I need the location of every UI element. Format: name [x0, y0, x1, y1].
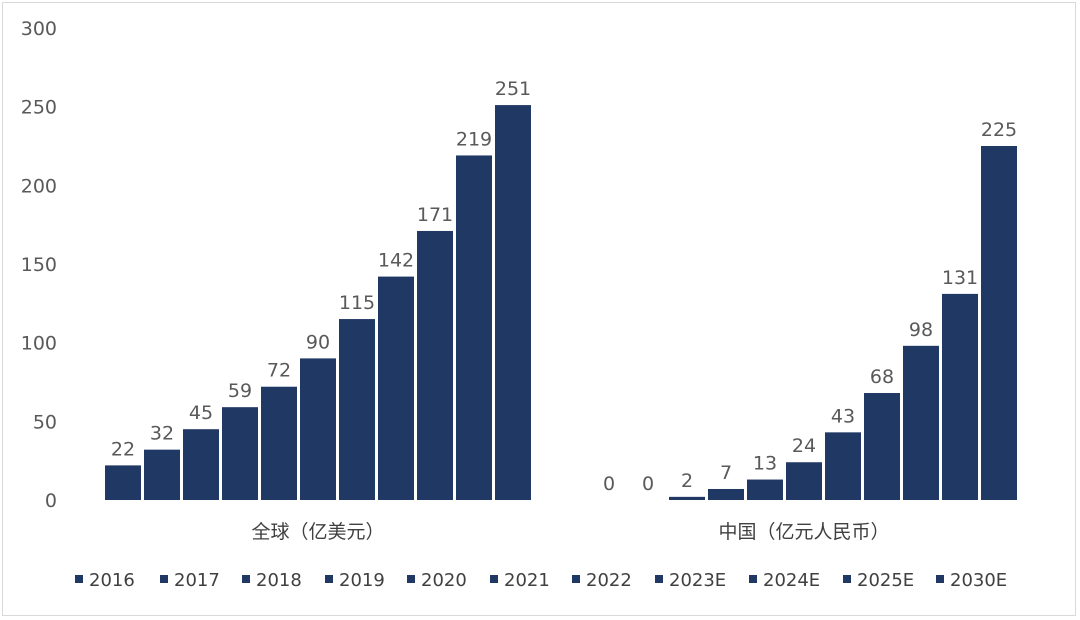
legend-label: 2017 [174, 570, 220, 591]
bar [747, 479, 783, 500]
data-label: 7 [720, 462, 732, 484]
data-label: 115 [339, 292, 375, 314]
legend-label: 2020 [421, 570, 467, 591]
y-tick-label: 300 [21, 18, 57, 40]
y-tick-label: 0 [45, 490, 57, 512]
bar [825, 432, 861, 500]
bar [300, 358, 336, 500]
category-label: 中国（亿元人民币） [718, 521, 889, 543]
bar [378, 276, 414, 500]
bar [864, 393, 900, 500]
data-label: 24 [792, 435, 816, 457]
legend-swatch [407, 575, 415, 583]
bar [903, 345, 939, 500]
y-tick-label: 100 [21, 333, 57, 355]
legend-swatch [242, 575, 250, 583]
data-label: 219 [456, 128, 492, 150]
bar [786, 462, 822, 500]
category-label: 全球（亿美元） [251, 521, 384, 543]
data-label: 68 [870, 366, 894, 388]
legend-label: 2030E [950, 570, 1007, 591]
bar [942, 293, 978, 500]
y-tick-label: 150 [21, 254, 57, 276]
bar [981, 146, 1017, 500]
data-label: 32 [150, 423, 174, 445]
bar [339, 319, 375, 500]
bar [417, 230, 453, 500]
legend-swatch [749, 575, 757, 583]
bar [144, 449, 180, 500]
bars [105, 105, 1017, 501]
bar [456, 155, 492, 500]
data-label: 142 [378, 250, 414, 272]
data-label: 13 [753, 453, 777, 475]
bar [105, 465, 141, 500]
y-tick-label: 250 [21, 97, 57, 119]
category-labels: 全球（亿美元） 中国（亿元人民币） [251, 521, 889, 543]
legend: 2016 2017 2018 2019 2020 2021 2022 2023E 2024E 20… [75, 570, 1007, 591]
legend-swatch [325, 575, 333, 583]
data-label: 90 [306, 331, 330, 353]
bar [261, 386, 297, 500]
legend-label: 2024E [763, 570, 820, 591]
data-label: 72 [267, 360, 291, 382]
data-label: 0 [603, 473, 615, 495]
data-label: 45 [189, 402, 213, 424]
data-label: 225 [981, 119, 1017, 141]
legend-swatch [936, 575, 944, 583]
legend-swatch [75, 575, 83, 583]
legend-swatch [655, 575, 663, 583]
y-tick-label: 50 [33, 411, 57, 433]
bar [222, 407, 258, 500]
legend-label: 2018 [256, 570, 302, 591]
data-label: 171 [417, 204, 453, 226]
data-label: 131 [942, 267, 978, 289]
legend-swatch [160, 575, 168, 583]
legend-swatch [843, 575, 851, 583]
y-tick-label: 200 [21, 175, 57, 197]
bar [495, 105, 531, 501]
legend-swatch [490, 575, 498, 583]
bar [183, 429, 219, 500]
data-label: 22 [111, 438, 135, 460]
bar [669, 496, 705, 500]
bar [708, 488, 744, 500]
legend-swatch [572, 575, 580, 583]
data-label: 251 [495, 78, 531, 100]
data-label: 43 [831, 405, 855, 427]
data-label: 59 [228, 380, 252, 402]
legend-label: 2022 [586, 570, 632, 591]
legend-label: 2019 [339, 570, 385, 591]
y-axis-ticks: 0 50 100 150 200 250 300 [21, 18, 57, 512]
legend-label: 2016 [89, 570, 135, 591]
data-label: 98 [909, 319, 933, 341]
legend-label: 2023E [669, 570, 726, 591]
data-label: 0 [642, 473, 654, 495]
data-label: 2 [681, 470, 693, 492]
legend-label: 2025E [857, 570, 914, 591]
legend-label: 2021 [504, 570, 550, 591]
